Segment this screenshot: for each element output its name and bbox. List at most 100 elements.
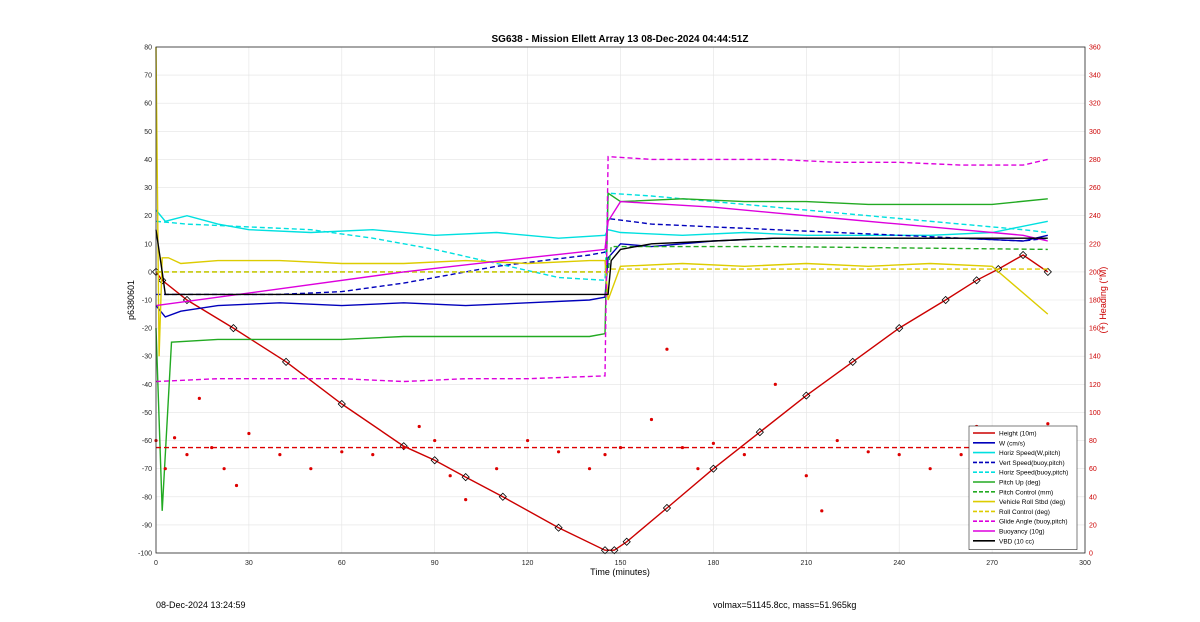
heading-point xyxy=(587,467,592,471)
y-tick-label: -20 xyxy=(142,326,152,333)
heading-point xyxy=(417,424,421,429)
y-tick-label: 20 xyxy=(144,213,152,220)
heading-point xyxy=(433,438,437,443)
y2-tick-label: 200 xyxy=(1089,269,1101,276)
height-marker xyxy=(554,523,563,532)
heading-point xyxy=(371,453,375,457)
height-marker xyxy=(281,357,291,366)
y2-tick-label: 260 xyxy=(1089,185,1101,192)
height-marker xyxy=(802,391,811,400)
y-tick-label: 0 xyxy=(148,269,152,276)
heading-point xyxy=(773,382,777,386)
heading-point xyxy=(711,441,716,445)
y2-tick-label: 40 xyxy=(1089,494,1097,501)
legend-label: W (cm/s) xyxy=(999,440,1025,447)
heading-point xyxy=(402,445,406,450)
legend-label: VBD (10 cc) xyxy=(999,538,1034,545)
x-tick-label: 240 xyxy=(893,560,905,567)
y2-tick-label: 340 xyxy=(1089,73,1101,80)
height-marker xyxy=(755,428,764,437)
y2-tick-label: 140 xyxy=(1089,354,1101,361)
legend-label: Vert Speed(buoy,pitch) xyxy=(999,460,1065,467)
legend-box xyxy=(968,425,1078,550)
y2-ticks: 0 20 40 60 80 100 120 140 160 180 200 220 240 260 280 3… xyxy=(1089,45,1101,558)
y2-tick-label: 0 xyxy=(1089,551,1093,558)
height-marker xyxy=(498,492,507,501)
heading-point xyxy=(959,453,963,457)
footer-timestamp: 08-Dec-2024 13:24:59 xyxy=(156,600,246,610)
y2-tick-label: 60 xyxy=(1089,466,1097,473)
series-line-vehicle-roll-stbd-deg xyxy=(155,46,1049,357)
heading-point xyxy=(556,450,561,454)
y2-tick-label: 220 xyxy=(1089,241,1101,248)
x-tick-label: 60 xyxy=(338,560,346,567)
height-marker xyxy=(600,546,610,555)
y-tick-label: 40 xyxy=(144,157,152,164)
x-tick-label: 90 xyxy=(431,560,439,567)
legend-label: Pitch Control (mm) xyxy=(999,489,1053,496)
series-line-buoyancy-10g xyxy=(155,200,1048,307)
y2-tick-label: 100 xyxy=(1089,410,1101,417)
heading-point xyxy=(866,450,870,454)
axes-box xyxy=(155,46,1086,554)
y2-tick-label: 320 xyxy=(1089,101,1101,108)
x-axis-label: Time (minutes) xyxy=(590,567,650,577)
heading-point xyxy=(278,453,282,457)
y-tick-label: 30 xyxy=(144,185,152,192)
height-marker xyxy=(430,456,439,465)
heading-point xyxy=(928,467,932,471)
heading-point xyxy=(696,467,700,471)
y2-tick-label: 160 xyxy=(1089,326,1101,333)
y2-tick-label: 120 xyxy=(1089,382,1101,389)
y-tick-label: 50 xyxy=(144,129,152,136)
heading-point xyxy=(603,453,607,457)
height-marker xyxy=(941,295,950,305)
y2-tick-label: 80 xyxy=(1089,438,1097,445)
legend-label: Horiz Speed(buoy,pitch) xyxy=(999,470,1068,477)
height-marker xyxy=(337,399,346,409)
height-marker xyxy=(1043,267,1052,276)
y-tick-label: -80 xyxy=(142,494,152,501)
heading-point xyxy=(1046,422,1050,426)
height-marker xyxy=(461,472,470,482)
legend-label: Height (10m) xyxy=(999,431,1037,438)
legend-label: Glide Angle (buoy,pitch) xyxy=(999,519,1068,526)
legend-label: Buoyancy (10g) xyxy=(999,529,1045,536)
heading-point xyxy=(222,467,226,471)
heading-point xyxy=(163,467,167,471)
y2-tick-label: 20 xyxy=(1089,522,1097,529)
x-tick-label: 210 xyxy=(800,560,812,567)
heading-point xyxy=(172,436,177,440)
x-tick-label: 180 xyxy=(708,560,720,567)
height-marker xyxy=(662,503,672,513)
footer-vol-mass: volmax=51145.8cc, mass=51.965kg xyxy=(713,600,857,610)
heading-point xyxy=(340,450,344,454)
heading-point xyxy=(234,483,239,488)
heading-point xyxy=(804,474,808,478)
y-tick-label: 10 xyxy=(144,241,152,248)
y-tick-label: -10 xyxy=(142,298,152,305)
height-marker xyxy=(895,324,904,333)
heading-point xyxy=(247,431,251,436)
x-tick-label: 300 xyxy=(1079,560,1091,567)
y2-axis-label: (+) Heading (°M) xyxy=(1098,267,1108,334)
heading-point xyxy=(835,438,839,443)
x-tick-label: 30 xyxy=(245,560,253,567)
heading-point xyxy=(464,497,468,502)
y2-tick-label: 300 xyxy=(1089,129,1101,136)
series-line-height-10m xyxy=(155,254,1049,551)
heading-point xyxy=(197,396,201,400)
y2-tick-label: 360 xyxy=(1089,45,1101,52)
height-marker xyxy=(610,546,619,555)
height-marker xyxy=(709,464,718,473)
heading-point xyxy=(495,467,499,471)
y-tick-label: -40 xyxy=(142,382,152,389)
y-tick-label: -60 xyxy=(142,438,152,445)
heading-point xyxy=(185,453,189,457)
y-tick-label: -30 xyxy=(142,354,152,361)
heading-point xyxy=(649,417,654,422)
height-marker xyxy=(1018,250,1028,260)
heading-point xyxy=(820,509,824,513)
series-line-roll-control-deg xyxy=(156,268,1048,273)
